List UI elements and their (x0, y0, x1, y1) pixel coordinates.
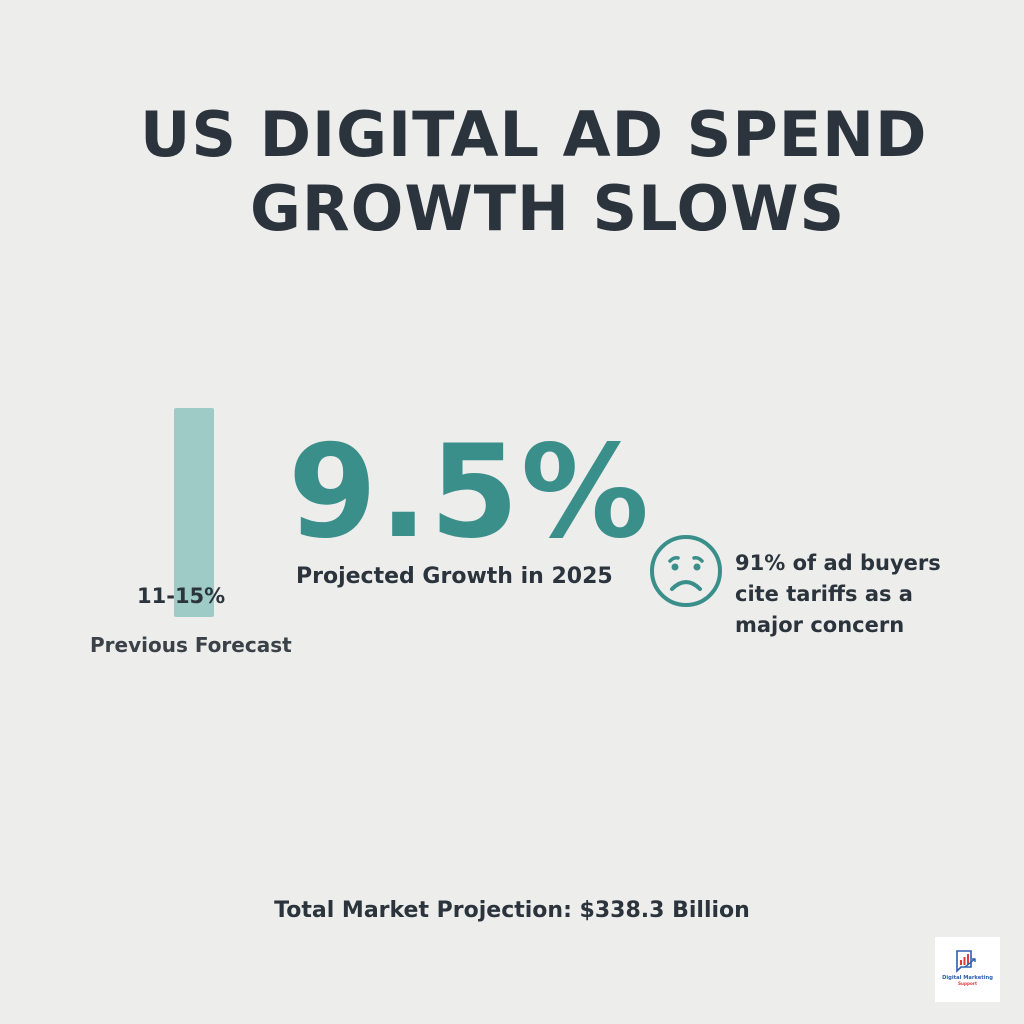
previous-forecast-value: 11-15% (137, 584, 226, 608)
previous-forecast-label: Previous Forecast (90, 633, 292, 657)
projected-growth-value: 9.5% (288, 418, 651, 567)
svg-text:Support: Support (958, 981, 977, 986)
concern-line: major concern (735, 613, 905, 637)
concern-line: 91% of ad buyers (735, 551, 941, 575)
previous-forecast-bar (174, 408, 214, 617)
brand-logo: Digital Marketing Support (935, 937, 1000, 1002)
tariff-concern-text: 91% of ad buyers cite tariffs as a major… (735, 548, 941, 641)
title-line-2: GROWTH SLOWS (250, 172, 846, 245)
total-market-projection: Total Market Projection: $338.3 Billion (274, 898, 750, 923)
projected-growth-label: Projected Growth in 2025 (296, 564, 613, 589)
svg-text:Digital Marketing: Digital Marketing (942, 975, 993, 981)
sad-face-icon (648, 533, 724, 609)
title-line-1: US DIGITAL AD SPEND (140, 98, 928, 171)
concern-line: cite tariffs as a (735, 582, 913, 606)
